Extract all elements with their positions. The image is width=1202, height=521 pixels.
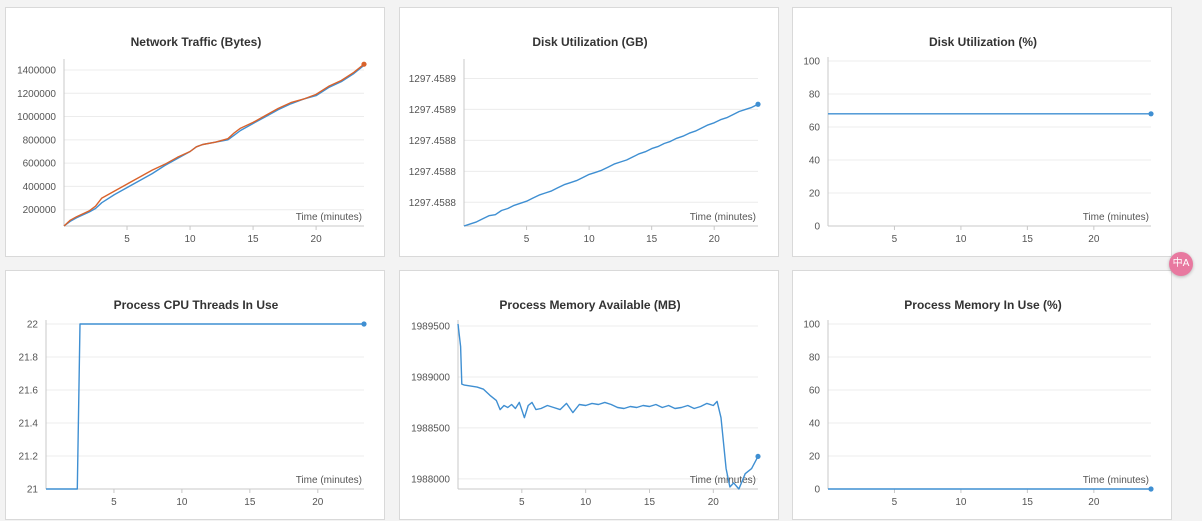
x-axis-label: Time (minutes): [690, 475, 756, 486]
chart-title: Process CPU Threads In Use: [114, 298, 279, 312]
chart-title: Disk Utilization (GB): [532, 35, 647, 49]
y-tick-label: 100: [803, 57, 820, 68]
y-tick-label: 0: [814, 485, 820, 496]
y-tick-label: 21.2: [19, 452, 39, 463]
y-tick-label: 40: [809, 419, 821, 430]
memory-available-chart: Process Memory Available (MB) 1988000 1988…: [399, 270, 779, 520]
y-tick-label: 600000: [23, 159, 57, 170]
x-tick-label: 5: [124, 234, 130, 245]
series-line: [63, 64, 365, 227]
x-tick-label: 15: [1022, 234, 1034, 245]
x-tick-label: 10: [184, 234, 196, 245]
x-tick-label: 10: [584, 234, 596, 245]
translate-icon[interactable]: 中A: [1169, 252, 1193, 276]
y-tick-label: 1400000: [17, 65, 56, 76]
x-tick-label: 5: [519, 497, 525, 508]
chart-svg: Disk Utilization (GB) 1297.4588 1297.4588 1…: [409, 35, 761, 245]
x-tick-label: 15: [1022, 497, 1034, 508]
disk-utilization-gb-chart: Disk Utilization (GB) 1297.4588 1297.4588 1…: [399, 7, 779, 257]
chart-title: Process Memory In Use (%): [904, 298, 1061, 312]
y-tick-label: 60: [809, 386, 821, 397]
y-tick-label: 80: [809, 353, 821, 364]
chart-svg: Process Memory In Use (%) 0 20 40 60 80 100 5 10…: [803, 298, 1154, 508]
y-tick-label: 1297.4589: [409, 105, 457, 116]
x-tick-label: 20: [311, 234, 323, 245]
y-tick-label: 20: [809, 452, 821, 463]
y-tick-label: 400000: [23, 182, 57, 193]
y-tick-label: 1989000: [411, 372, 450, 383]
chart-svg: Process Memory Available (MB) 1988000 1988…: [411, 298, 761, 508]
series-line: [457, 323, 759, 490]
y-tick-label: 21.8: [19, 353, 39, 364]
y-tick-label: 20: [809, 189, 821, 200]
y-tick-label: 1297.4588: [409, 167, 457, 178]
series-end-point: [361, 321, 367, 327]
x-tick-label: 5: [892, 234, 898, 245]
y-tick-label: 100: [803, 320, 820, 331]
series-end-point: [1148, 486, 1154, 492]
x-tick-label: 20: [1088, 234, 1100, 245]
y-tick-label: 60: [809, 123, 821, 134]
y-tick-label: 1988000: [411, 474, 450, 485]
y-tick-label: 21: [27, 485, 39, 496]
y-tick-label: 1297.4589: [409, 74, 457, 85]
x-tick-label: 15: [644, 497, 656, 508]
x-axis-label: Time (minutes): [1083, 475, 1149, 486]
y-tick-label: 800000: [23, 135, 57, 146]
y-tick-label: 21.4: [19, 419, 39, 430]
x-tick-label: 20: [708, 497, 720, 508]
series-end-point: [755, 453, 761, 460]
x-axis-label: Time (minutes): [296, 212, 362, 223]
x-tick-label: 5: [892, 497, 898, 508]
y-tick-label: 200000: [23, 205, 57, 216]
chart-svg: Process CPU Threads In Use 21 21.2 21.4 21.6…: [19, 298, 367, 508]
y-tick-label: 1988500: [411, 423, 450, 434]
y-tick-label: 21.6: [19, 386, 39, 397]
x-tick-label: 10: [580, 497, 592, 508]
x-tick-label: 20: [709, 234, 721, 245]
chart-title: Process Memory Available (MB): [499, 298, 680, 312]
x-axis-label: Time (minutes): [296, 475, 362, 486]
cpu-threads-chart: Process CPU Threads In Use 21 21.2 21.4 21.6…: [5, 270, 385, 520]
y-tick-label: 1297.4588: [409, 136, 457, 147]
x-tick-label: 5: [524, 234, 530, 245]
series-end-point: [755, 101, 761, 107]
x-axis-label: Time (minutes): [690, 212, 756, 223]
y-tick-label: 0: [814, 222, 820, 233]
x-tick-label: 10: [955, 234, 967, 245]
series-line: [463, 103, 759, 227]
x-axis-label: Time (minutes): [1083, 212, 1149, 223]
x-tick-label: 15: [248, 234, 260, 245]
x-tick-label: 15: [646, 234, 658, 245]
network-traffic-chart: Network Traffic (Bytes) 200000 400000 60000…: [5, 7, 385, 257]
chart-title: Disk Utilization (%): [929, 35, 1037, 49]
y-tick-label: 1989500: [411, 322, 450, 333]
x-tick-label: 10: [176, 497, 188, 508]
chart-svg: Disk Utilization (%) 0 20 40 60 80 100 5 10 15 20 T…: [803, 35, 1154, 245]
chart-svg: Network Traffic (Bytes) 200000 400000 60000…: [17, 35, 367, 245]
series-line: [63, 63, 365, 227]
x-tick-label: 10: [955, 497, 967, 508]
chart-title: Network Traffic (Bytes): [131, 35, 262, 49]
memory-in-use-chart: Process Memory In Use (%) 0 20 40 60 80 100 5 10…: [792, 270, 1172, 520]
x-tick-label: 5: [111, 497, 117, 508]
y-tick-label: 40: [809, 156, 821, 167]
disk-utilization-pct-chart: Disk Utilization (%) 0 20 40 60 80 100 5 10 15 20 T…: [792, 7, 1172, 257]
y-tick-label: 1200000: [17, 89, 56, 100]
y-tick-label: 1297.4588: [409, 198, 457, 209]
y-tick-label: 80: [809, 90, 821, 101]
x-tick-label: 20: [1088, 497, 1100, 508]
series-end-point: [1148, 111, 1154, 117]
series-end-point: [361, 61, 367, 67]
series-line: [46, 323, 364, 490]
y-tick-label: 1000000: [17, 112, 56, 123]
x-tick-label: 15: [244, 497, 256, 508]
y-tick-label: 22: [27, 320, 39, 331]
x-tick-label: 20: [312, 497, 324, 508]
